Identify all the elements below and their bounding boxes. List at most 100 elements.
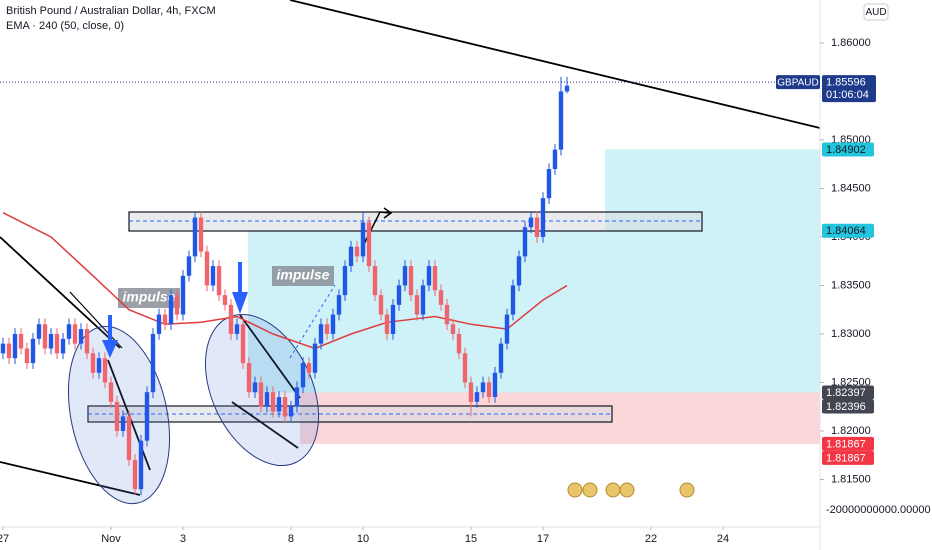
countdown: 01:06:04 [826, 89, 869, 101]
candle-body [294, 387, 300, 407]
candle-body [408, 266, 414, 296]
axes: 1.860001.850001.845001.840001.835001.830… [0, 37, 876, 545]
candle-body [438, 290, 444, 305]
price-label: 1.81867 [826, 452, 866, 464]
candle-body [336, 295, 342, 315]
event-icon [605, 482, 621, 498]
candle-body [444, 304, 450, 325]
candle-body [0, 343, 6, 354]
candle-body [492, 372, 498, 398]
candle-body [468, 382, 474, 402]
candle-body [156, 314, 162, 334]
annotation: impulse [277, 267, 330, 283]
last-price: 1.85596 [826, 77, 866, 89]
candle-body [378, 295, 384, 315]
annotation: impulse [123, 289, 176, 305]
candle-body [228, 304, 234, 334]
candle-body [474, 392, 480, 402]
bottom-value: -20000000000.00000 [826, 504, 931, 516]
candle-body [402, 266, 408, 286]
candle-body [504, 314, 510, 344]
candle-body [30, 338, 36, 364]
candle-body [132, 460, 138, 490]
symbol-label-bg [776, 75, 820, 90]
plot: impulse impulse [0, 76, 820, 495]
candle-body [546, 169, 552, 199]
candle-body [498, 343, 504, 373]
event-icon [582, 482, 598, 498]
trend-line [69, 291, 123, 349]
y-tick-label: 1.83500 [831, 279, 871, 291]
candle-body [552, 149, 558, 170]
candle-body [192, 217, 198, 257]
price-label: 1.82397 [826, 387, 866, 399]
candle-body [414, 295, 420, 315]
candle-body [528, 217, 534, 228]
candle-body [216, 266, 222, 296]
x-tick-label: 22 [645, 533, 657, 545]
candle-body [12, 333, 18, 359]
candle-body [78, 329, 84, 344]
candle-body [306, 363, 312, 373]
candle-body [354, 246, 360, 257]
arrow-down [102, 315, 118, 358]
candle-body [276, 397, 282, 412]
x-tick-label: 17 [537, 533, 549, 545]
candle-body [210, 266, 216, 286]
y-tick-label: 1.83000 [831, 328, 871, 340]
candle-body [330, 314, 336, 334]
candle-body [120, 416, 126, 431]
event-icon [679, 482, 695, 498]
candle-body [144, 392, 150, 441]
y-tick-label: 1.81500 [831, 473, 871, 485]
annotation-box [118, 288, 180, 308]
candle-body [540, 198, 546, 237]
dashed-line [289, 284, 336, 359]
price-label: 1.81867 [826, 438, 866, 450]
candle-body [300, 363, 306, 388]
candle-body [510, 285, 516, 315]
event-icons [567, 482, 695, 498]
candle-body [186, 256, 192, 276]
candle-body [282, 397, 288, 417]
candle-body [102, 358, 108, 383]
candle-body [66, 324, 72, 339]
currency-button[interactable] [863, 3, 889, 21]
price-label-bg [822, 223, 874, 238]
candle-body [372, 266, 378, 296]
price-label: 1.84902 [826, 144, 866, 156]
zones [248, 149, 820, 444]
event-icon [619, 482, 635, 498]
x-tick-label: 15 [465, 533, 477, 545]
candle-body [234, 324, 240, 334]
price-label: 1.82396 [826, 401, 866, 413]
candle-body [240, 324, 246, 364]
candle-body [18, 333, 24, 349]
x-tick-label: 24 [717, 533, 729, 545]
y-tick-label: 1.86000 [831, 37, 871, 49]
annotation-box [272, 266, 334, 286]
candle-body [84, 329, 90, 354]
candle-body [162, 314, 168, 325]
candle-body [126, 416, 132, 461]
currency: AUD [865, 7, 886, 18]
trend-line [0, 461, 141, 496]
candle-body [480, 382, 486, 393]
candle-body [450, 324, 456, 334]
target-zone [605, 149, 820, 393]
candle-body [558, 91, 564, 150]
y-tick-label: 1.82000 [831, 425, 871, 437]
candle-body [288, 406, 294, 417]
candle-body [348, 246, 354, 267]
candle-body [114, 401, 120, 431]
candle-body [318, 324, 324, 344]
last-price-bg [822, 75, 876, 103]
candle-body [564, 85, 570, 92]
candle-body [24, 348, 30, 364]
candle-body [168, 295, 174, 325]
candle-body [342, 266, 348, 296]
price-label: 1.84064 [826, 225, 866, 237]
candle-body [180, 275, 186, 315]
